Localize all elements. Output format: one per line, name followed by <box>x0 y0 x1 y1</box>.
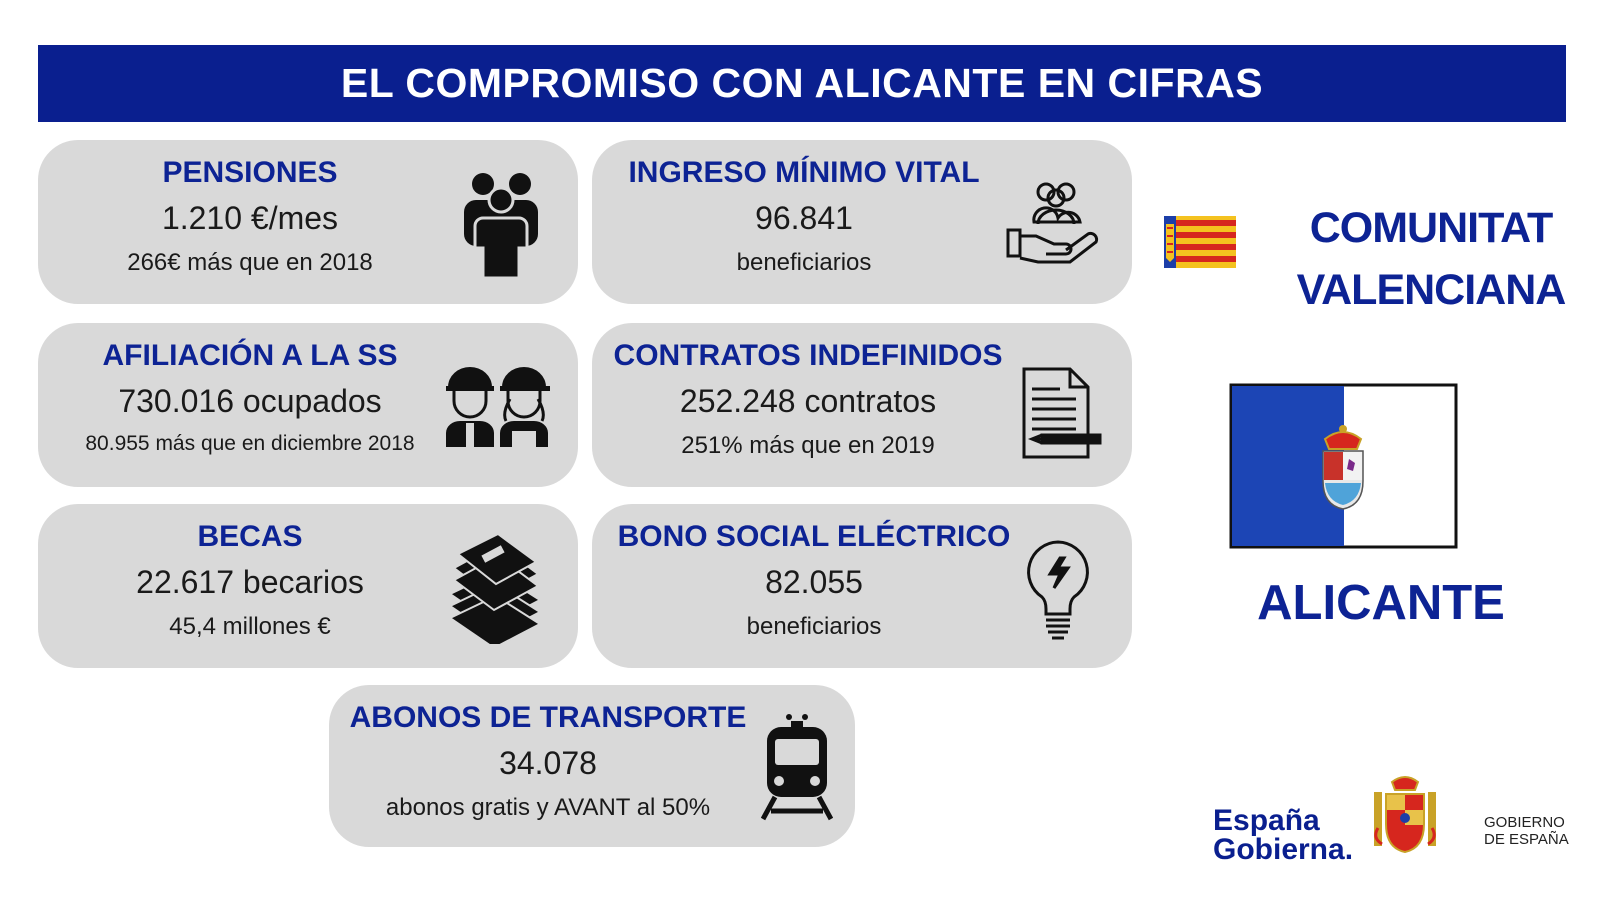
page-title: EL COMPROMISO CON ALICANTE EN CIFRAS <box>340 60 1264 106</box>
card-abonos-transporte: ABONOS DE TRANSPORTE 34.078 abonos grati… <box>329 685 855 847</box>
hand-holding-people-icon <box>1006 182 1099 264</box>
card-title: AFILIACIÓN A LA SS <box>102 339 398 372</box>
region-line-1: COMUNITAT <box>1309 204 1554 252</box>
card-bono-social-electrico: BONO SOCIAL ELÉCTRICO 82.055 beneficiari… <box>592 504 1132 668</box>
train-icon <box>761 714 833 821</box>
alicante-flag-icon <box>1229 383 1458 549</box>
card-title: PENSIONES <box>162 156 338 189</box>
espana-gobierna-logo: España Gobierna. <box>1213 804 1354 866</box>
alicante-coat-of-arms-icon <box>1322 425 1364 510</box>
card-title: ABONOS DE TRANSPORTE <box>349 701 747 734</box>
card-detail: abonos gratis y AVANT al 50% <box>385 794 711 821</box>
gobierno-de-espana-text: GOBIERNO DE ESPAÑA <box>1484 814 1569 848</box>
card-detail: 45,4 millones € <box>169 613 331 640</box>
spain-coat-of-arms-icon <box>1374 776 1436 854</box>
workers-helmet-icon <box>446 367 550 447</box>
card-contratos-indefinidos: CONTRATOS INDEFINIDOS 252.248 contratos … <box>592 323 1132 487</box>
books-stack-icon <box>448 532 542 644</box>
card-value: 22.617 becarios <box>136 564 364 600</box>
government-line-1: GOBIERNO <box>1484 814 1565 831</box>
card-afiliacion-ss: AFILIACIÓN A LA SS 730.016 ocupados 80.9… <box>38 323 578 487</box>
contract-document-icon <box>1022 367 1102 459</box>
brand-line-1: España <box>1213 804 1320 837</box>
card-value: 96.841 <box>755 200 853 236</box>
card-becas: BECAS 22.617 becarios 45,4 millones € <box>38 504 578 668</box>
card-title: BONO SOCIAL ELÉCTRICO <box>617 520 1011 553</box>
light-bulb-icon <box>1027 540 1089 640</box>
region-name: COMUNITAT VALENCIANA <box>1286 197 1576 321</box>
province-name: ALICANTE <box>1257 576 1505 630</box>
card-title: BECAS <box>197 520 303 553</box>
people-group-icon <box>464 173 538 280</box>
card-detail: 80.955 más que en diciembre 2018 <box>85 432 415 455</box>
card-value: 1.210 €/mes <box>161 200 339 236</box>
card-ingreso-minimo-vital: INGRESO MÍNIMO VITAL 96.841 beneficiario… <box>592 140 1132 304</box>
government-line-2: DE ESPAÑA <box>1484 831 1569 848</box>
card-detail: 251% más que en 2019 <box>681 432 935 459</box>
brand-line-2: Gobierna. <box>1213 833 1354 866</box>
card-value: 730.016 ocupados <box>118 383 382 419</box>
card-value: 252.248 contratos <box>679 383 937 419</box>
card-value: 82.055 <box>765 564 863 600</box>
comunitat-valenciana-flag-icon <box>1164 216 1236 268</box>
card-title: INGRESO MÍNIMO VITAL <box>628 156 980 189</box>
card-pensiones: PENSIONES 1.210 €/mes 266€ más que en 20… <box>38 140 578 304</box>
card-value: 34.078 <box>499 745 597 781</box>
card-detail: 266€ más que en 2018 <box>127 249 373 276</box>
card-title: CONTRATOS INDEFINIDOS <box>613 339 1003 372</box>
card-detail: beneficiarios <box>746 613 882 640</box>
header-banner: EL COMPROMISO CON ALICANTE EN CIFRAS <box>38 45 1566 122</box>
region-line-2: VALENCIANA <box>1296 266 1567 314</box>
card-detail: beneficiarios <box>736 249 872 276</box>
